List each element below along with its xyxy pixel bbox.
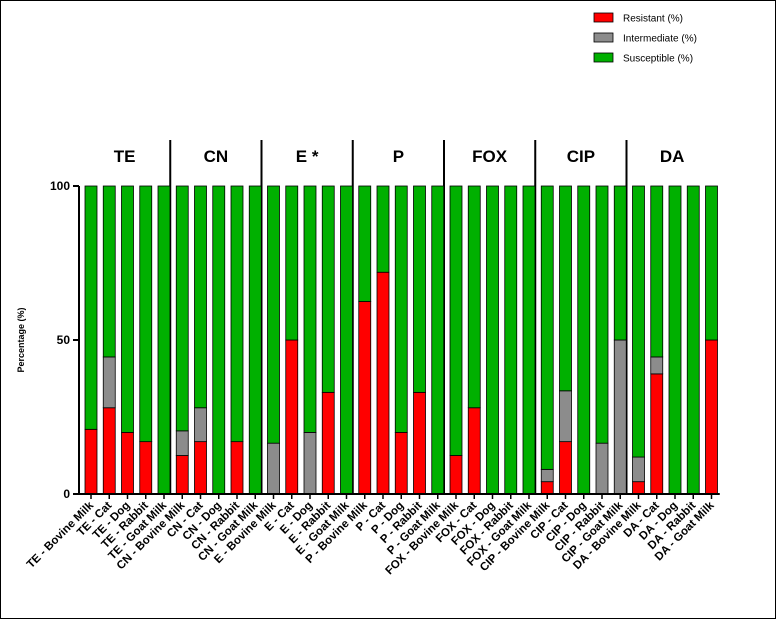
bar-intermediate-cip-bovine-milk bbox=[540, 468, 554, 483]
bar-susceptible-e-goat-milk bbox=[340, 185, 353, 495]
bar-susceptible-te-rabbit bbox=[139, 185, 153, 443]
bar-resistant-te-rabbit bbox=[139, 441, 153, 495]
y-tick-label-50: 50 bbox=[57, 333, 71, 347]
bar-susceptible-fox-cat bbox=[467, 185, 481, 409]
bar-susceptible-cn-dog bbox=[212, 185, 226, 495]
legend-swatch-susceptible bbox=[593, 52, 614, 63]
bar-intermediate-cn-cat bbox=[194, 407, 207, 443]
bar-susceptible-e-rabbit bbox=[321, 185, 335, 393]
bar-susceptible-te-cat bbox=[102, 185, 116, 358]
bar-intermediate-cip-goat-milk bbox=[613, 339, 627, 495]
bar-resistant-cip-cat bbox=[559, 441, 572, 495]
bar-susceptible-fox-bovine-milk bbox=[449, 185, 463, 456]
bar-resistant-da-bovine-milk bbox=[632, 481, 645, 495]
bar-intermediate-da-cat bbox=[650, 356, 664, 375]
bar-susceptible-da-bovine-milk bbox=[632, 185, 645, 458]
bar-resistant-cn-rabbit bbox=[230, 441, 244, 495]
bar-susceptible-p-dog bbox=[394, 185, 408, 433]
y-tick-label-0: 0 bbox=[63, 487, 70, 501]
legend-label-susceptible: Susceptible (%) bbox=[623, 54, 693, 65]
bar-susceptible-p-rabbit bbox=[413, 185, 426, 393]
bar-susceptible-p-cat bbox=[376, 185, 390, 273]
bar-susceptible-cn-bovine-milk bbox=[175, 185, 189, 432]
bar-resistant-te-bovine-milk bbox=[84, 428, 98, 495]
bar-intermediate-cn-bovine-milk bbox=[175, 430, 189, 456]
bar-intermediate-da-bovine-milk bbox=[632, 456, 645, 483]
bar-resistant-fox-cat bbox=[467, 407, 481, 495]
group-label-p: P bbox=[393, 147, 404, 166]
bar-susceptible-te-goat-milk bbox=[157, 185, 171, 495]
group-label-cn: CN bbox=[204, 147, 229, 166]
bar-resistant-da-cat bbox=[650, 373, 664, 495]
bar-susceptible-fox-dog bbox=[486, 185, 499, 495]
bar-susceptible-e-dog bbox=[303, 185, 317, 433]
bars bbox=[84, 185, 718, 495]
bar-susceptible-cip-rabbit bbox=[595, 185, 609, 444]
y-tick-label-100: 100 bbox=[50, 179, 70, 193]
bar-susceptible-da-dog bbox=[668, 185, 682, 495]
bar-resistant-p-bovine-milk bbox=[358, 301, 372, 495]
bar-susceptible-e-bovine-milk bbox=[267, 185, 280, 444]
bar-resistant-p-rabbit bbox=[413, 391, 426, 495]
group-label-da: DA bbox=[660, 147, 685, 166]
bar-resistant-e-cat bbox=[285, 339, 299, 495]
bar-resistant-te-dog bbox=[121, 431, 134, 495]
legend: Resistant (%) Intermediate (%) Susceptible… bbox=[593, 12, 697, 65]
bar-intermediate-cip-rabbit bbox=[595, 442, 609, 495]
group-label-fox: FOX bbox=[472, 147, 508, 166]
bar-resistant-cn-bovine-milk bbox=[175, 455, 189, 495]
bar-resistant-e-rabbit bbox=[321, 391, 335, 495]
group-label-te: TE bbox=[114, 147, 136, 166]
bar-intermediate-e-bovine-milk bbox=[267, 442, 280, 495]
bar-susceptible-cip-cat bbox=[559, 185, 572, 392]
bar-susceptible-p-bovine-milk bbox=[358, 185, 372, 302]
bar-susceptible-p-goat-milk bbox=[431, 185, 445, 495]
bar-intermediate-e-dog bbox=[303, 431, 317, 495]
bar-intermediate-te-cat bbox=[102, 356, 116, 409]
bar-susceptible-da-cat bbox=[650, 185, 664, 358]
bar-susceptible-e-cat bbox=[285, 185, 299, 341]
legend-swatch-resistant bbox=[593, 12, 614, 23]
bar-resistant-da-goat-milk bbox=[705, 339, 718, 495]
bar-susceptible-cn-cat bbox=[194, 185, 207, 409]
bar-resistant-fox-bovine-milk bbox=[449, 455, 463, 495]
bar-susceptible-fox-goat-milk bbox=[522, 185, 536, 495]
bar-intermediate-cip-cat bbox=[559, 390, 572, 443]
legend-swatch-intermediate bbox=[593, 32, 614, 43]
bar-susceptible-cip-goat-milk bbox=[613, 185, 627, 341]
bar-susceptible-da-rabbit bbox=[686, 185, 700, 495]
bar-susceptible-cip-bovine-milk bbox=[540, 185, 554, 470]
y-axis-label: Percentage (%) bbox=[16, 307, 26, 372]
bar-susceptible-fox-rabbit bbox=[504, 185, 518, 495]
bar-resistant-p-cat bbox=[376, 271, 390, 495]
bar-resistant-p-dog bbox=[394, 431, 408, 495]
bar-resistant-cip-bovine-milk bbox=[540, 481, 554, 495]
bar-resistant-te-cat bbox=[102, 407, 116, 495]
bar-susceptible-cn-rabbit bbox=[230, 185, 244, 443]
bar-susceptible-cip-dog bbox=[577, 185, 591, 495]
group-label-e: E * bbox=[296, 147, 319, 166]
bar-susceptible-da-goat-milk bbox=[705, 185, 718, 341]
bar-susceptible-cn-goat-milk bbox=[248, 185, 262, 495]
group-label-cip: CIP bbox=[567, 147, 595, 166]
bar-resistant-cn-cat bbox=[194, 441, 207, 495]
legend-label-resistant: Resistant (%) bbox=[623, 14, 683, 25]
bar-susceptible-te-dog bbox=[121, 185, 134, 433]
group-labels: TE CN E * P FOX CIP DA bbox=[114, 147, 685, 166]
bar-susceptible-te-bovine-milk bbox=[84, 185, 98, 430]
legend-label-intermediate: Intermediate (%) bbox=[623, 34, 697, 45]
